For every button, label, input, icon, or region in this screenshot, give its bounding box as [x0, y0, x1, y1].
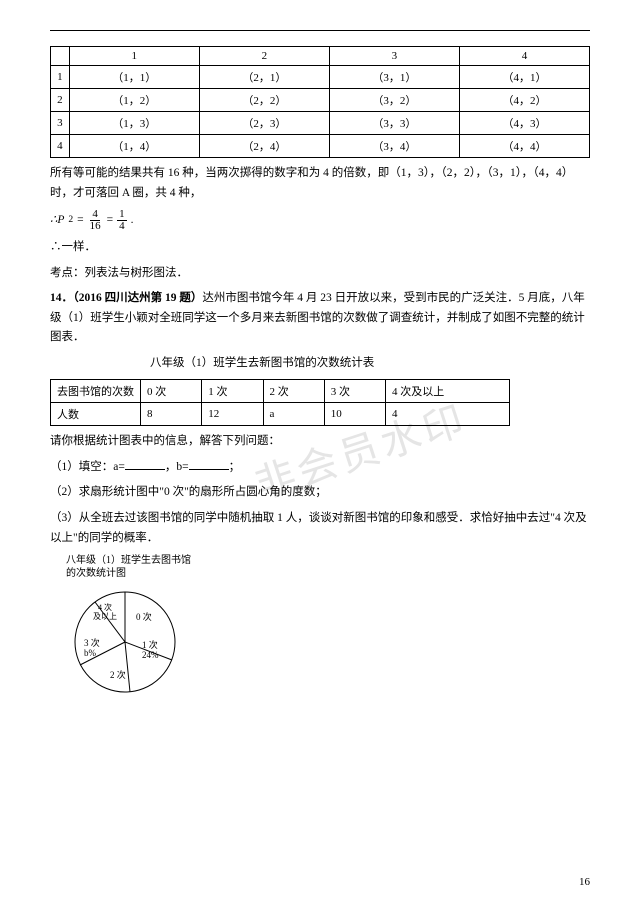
table-row: 3（1，3）（2，3）（3，3）（4，3） [51, 112, 590, 135]
paragraph: 请你根据统计图表中的信息，解答下列问题： [50, 432, 590, 452]
formula-line: ∴P2 = 416 = 14 . [50, 209, 590, 232]
table-row: 1（1，1）（2，1）（3，1）（4，1） [51, 66, 590, 89]
pie-label: 3 次 [84, 637, 100, 648]
paragraph: 考点：列表法与树形图法． [50, 264, 590, 284]
cell: 2 [199, 47, 329, 66]
sub-question-1: （1）填空：a=，b=； [50, 458, 590, 478]
table-caption: 八年级（1）班学生去新图书馆的次数统计表 [150, 354, 590, 374]
pie-label: 2 次 [110, 669, 126, 680]
pie-label: 4 次 [98, 602, 112, 612]
cell: 3 [329, 47, 459, 66]
table-row: 1 2 3 4 [51, 47, 590, 66]
table-row: 4（1，4）（2，4）（3，4）（4，4） [51, 135, 590, 158]
paragraph: 所有等可能的结果共有 16 种，当两次掷得的数字和为 4 的倍数，即（1，3），… [50, 164, 590, 203]
pie-title: 八年级（1）班学生去图书馆的次数统计图 [66, 554, 590, 580]
table-row: 人数 8 12 a 10 4 [51, 403, 510, 426]
cell [51, 47, 70, 66]
sub-question-3: （3）从全班去过该图书馆的同学中随机抽取 1 人，谈谈对新图书馆的印象和感受．求… [50, 509, 590, 548]
pie-label: 1 次 [142, 639, 158, 650]
blank-b [189, 458, 229, 470]
cell: 1 [69, 47, 199, 66]
pie-chart: 0 次 1 次 24% 2 次 3 次 b% 4 次 及以上 [60, 580, 200, 705]
cell: 4 [459, 47, 589, 66]
pie-label: 0 次 [136, 611, 152, 622]
outcome-table: 1 2 3 4 1（1，1）（2，1）（3，1）（4，1） 2（1，2）（2，2… [50, 46, 590, 158]
frequency-table: 去图书馆的次数 0 次 1 次 2 次 3 次 4 次及以上 人数 8 12 a… [50, 379, 510, 426]
pie-label: 及以上 [93, 612, 117, 621]
paragraph: ∴一样． [50, 238, 590, 258]
table-row: 去图书馆的次数 0 次 1 次 2 次 3 次 4 次及以上 [51, 380, 510, 403]
pie-label: 24% [142, 650, 159, 660]
question-number: 14．（2016 四川达州第 19 题） [50, 292, 202, 304]
question-14: 14．（2016 四川达州第 19 题）达州市图书馆今年 4 月 23 日开放以… [50, 289, 590, 348]
pie-chart-block: 八年级（1）班学生去图书馆的次数统计图 0 次 1 次 24% 2 次 3 次 … [60, 554, 590, 709]
page-number: 16 [579, 876, 590, 888]
blank-a [125, 458, 165, 470]
top-rule [50, 30, 590, 31]
pie-divider [125, 642, 130, 692]
table-row: 2（1，2）（2，2）（3，2）（4，2） [51, 89, 590, 112]
pie-label: b% [84, 648, 97, 658]
sub-question-2: （2）求扇形统计图中"0 次"的扇形所占圆心角的度数； [50, 483, 590, 503]
